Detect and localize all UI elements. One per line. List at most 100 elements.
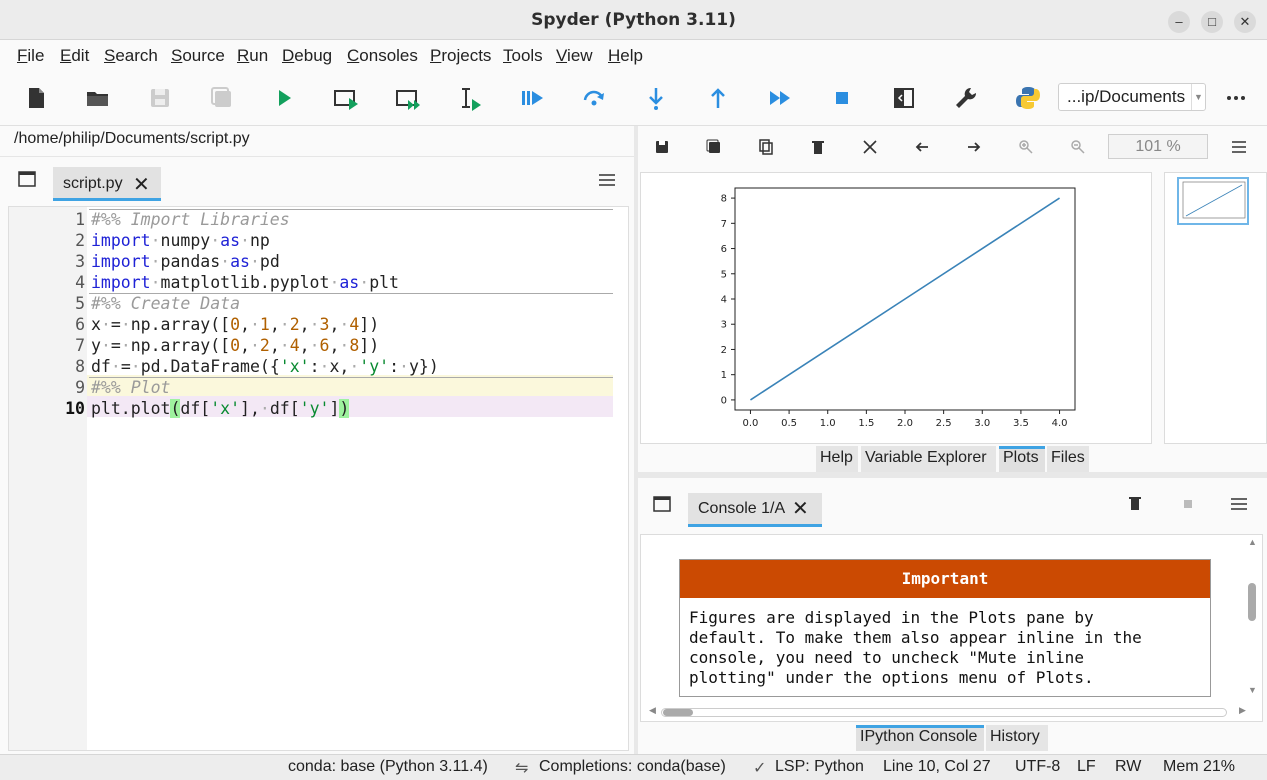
step-out-icon[interactable] <box>704 84 732 112</box>
current-line-highlight <box>87 396 613 417</box>
run-cell-icon[interactable] <box>332 84 360 112</box>
status-lsp[interactable]: LSP: Python <box>775 758 864 775</box>
code-line: 2 import·numpy·as·np <box>75 231 270 250</box>
tab-files[interactable]: Files <box>1047 446 1089 472</box>
tab-ipython-console[interactable]: IPython Console <box>856 725 984 751</box>
menu-run[interactable]: Run <box>237 46 269 65</box>
console-options-icon[interactable] <box>1230 497 1248 511</box>
cell-separator <box>89 293 613 294</box>
window-undock-icon[interactable] <box>653 496 671 512</box>
main-toolbar <box>0 70 1267 126</box>
clear-console-icon[interactable] <box>1128 495 1142 511</box>
menu-tools[interactable]: Tools <box>503 46 543 65</box>
vertical-splitter[interactable] <box>634 126 638 754</box>
menu-debug[interactable]: Debug <box>282 46 333 65</box>
code-line: 3 import·pandas·as·pd <box>75 252 280 271</box>
previous-plot-icon[interactable] <box>913 138 931 156</box>
python-path-icon[interactable] <box>1014 84 1042 112</box>
menu-help[interactable]: Help <box>608 46 643 65</box>
code-line: 8 df·=·pd.DataFrame({'x':·x,·'y':·y}) <box>75 357 439 376</box>
window-title: Spyder (Python 3.11) <box>531 10 736 30</box>
interrupt-kernel-icon[interactable] <box>1182 498 1194 510</box>
run-icon[interactable] <box>270 84 298 112</box>
copy-plot-icon[interactable] <box>757 138 775 156</box>
status-environment[interactable]: conda: base (Python 3.11.4) <box>288 758 488 775</box>
y-tick-label: 6 <box>721 244 727 255</box>
vertical-scrollbar[interactable]: ▲ ▼ <box>1248 537 1257 695</box>
open-file-icon[interactable] <box>84 84 112 112</box>
delete-plot-icon[interactable] <box>809 138 827 156</box>
zoom-out-icon[interactable] <box>1069 138 1087 156</box>
run-cell-advance-icon[interactable] <box>394 84 422 112</box>
menu-view[interactable]: View <box>556 46 593 65</box>
status-cursor-position: Line 10, Col 27 <box>883 758 991 775</box>
menu-projects[interactable]: Projects <box>430 46 492 65</box>
important-title: Important <box>680 560 1210 598</box>
tab-script-py[interactable]: script.py ✕ <box>53 167 161 201</box>
close-window-button[interactable]: ✕ <box>1234 11 1256 33</box>
zoom-in-icon[interactable] <box>1017 138 1035 156</box>
step-over-icon[interactable] <box>580 84 608 112</box>
maximize-button[interactable]: □ <box>1201 11 1223 33</box>
y-tick-label: 2 <box>721 345 727 356</box>
horizontal-scrollbar[interactable]: ◀ ▶ <box>649 705 1246 717</box>
close-tab-icon[interactable]: ✕ <box>133 174 150 196</box>
menu-edit[interactable]: Edit <box>60 46 90 65</box>
stop-icon[interactable] <box>828 84 856 112</box>
maximize-pane-icon[interactable] <box>890 84 918 112</box>
menu-file[interactable]: File <box>17 46 45 65</box>
y-tick-label: 0 <box>721 395 727 406</box>
x-tick-label: 0.0 <box>743 418 759 429</box>
save-icon[interactable] <box>146 84 174 112</box>
x-tick-label: 1.0 <box>820 418 836 429</box>
horizontal-splitter[interactable] <box>638 472 1267 478</box>
cell-separator <box>89 209 613 210</box>
tab-console-1a[interactable]: Console 1/A ✕ <box>688 493 822 527</box>
save-plot-icon[interactable] <box>653 138 671 156</box>
plots-options-icon[interactable] <box>1230 138 1248 156</box>
status-mode: RW <box>1115 758 1142 775</box>
delete-all-plots-icon[interactable] <box>861 138 879 156</box>
y-tick-label: 7 <box>721 219 727 230</box>
step-into-icon[interactable] <box>642 84 670 112</box>
zoom-level-field[interactable]: 101 % <box>1108 134 1208 159</box>
save-all-plots-icon[interactable] <box>705 138 723 156</box>
window-undock-icon[interactable] <box>18 171 36 187</box>
working-directory-value: ...ip/Documents <box>1067 87 1186 106</box>
title-bar: Spyder (Python 3.11) – □ ✕ <box>0 0 1267 40</box>
x-tick-label: 3.0 <box>974 418 990 429</box>
working-directory-combo[interactable]: ...ip/Documents ▼ <box>1058 83 1206 111</box>
console-output[interactable]: Important Figures are displayed in the P… <box>640 534 1263 722</box>
code-editor[interactable]: 1 #%% Import Libraries 2 import·numpy·as·n… <box>8 206 629 751</box>
more-options-icon[interactable] <box>1222 84 1250 112</box>
x-tick-label: 3.5 <box>1013 418 1029 429</box>
x-tick-label: 1.5 <box>858 418 874 429</box>
tab-variable-explorer[interactable]: Variable Explorer <box>861 446 996 472</box>
minimize-button[interactable]: – <box>1168 11 1190 33</box>
preferences-icon[interactable] <box>952 84 980 112</box>
continue-icon[interactable] <box>766 84 794 112</box>
save-all-icon[interactable] <box>208 84 236 112</box>
run-selection-icon[interactable] <box>456 84 484 112</box>
next-plot-icon[interactable] <box>965 138 983 156</box>
menu-search[interactable]: Search <box>104 46 158 65</box>
important-notice: Important Figures are displayed in the P… <box>679 559 1211 697</box>
x-tick-label: 2.0 <box>897 418 913 429</box>
menu-source[interactable]: Source <box>171 46 225 65</box>
chevron-down-icon[interactable]: ▼ <box>1191 84 1205 110</box>
new-file-icon[interactable] <box>22 84 50 112</box>
line-number-gutter <box>9 207 87 750</box>
editor-options-icon[interactable] <box>598 173 616 187</box>
plot-thumbnail[interactable] <box>1177 177 1249 225</box>
tab-history[interactable]: History <box>986 725 1048 751</box>
tab-help[interactable]: Help <box>816 446 858 472</box>
menu-consoles[interactable]: Consoles <box>347 46 418 65</box>
thumbnail-chart-icon <box>1182 181 1246 219</box>
tab-plots[interactable]: Plots <box>999 446 1045 472</box>
cell-separator <box>89 377 613 378</box>
debug-icon[interactable] <box>518 84 546 112</box>
y-tick-label: 8 <box>721 194 727 205</box>
menu-bar: File Edit Search Source Run Debug Consol… <box>4 41 1263 70</box>
status-completions[interactable]: Completions: conda(base) <box>539 758 726 775</box>
close-tab-icon[interactable]: ✕ <box>792 498 809 520</box>
